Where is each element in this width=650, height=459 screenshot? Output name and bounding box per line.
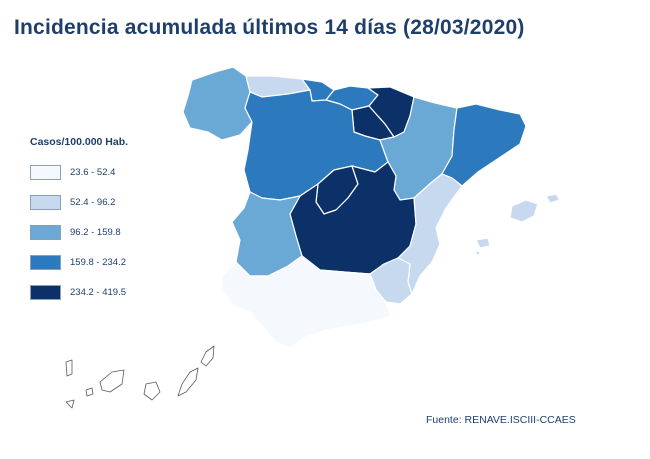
region-andalucia bbox=[221, 255, 391, 349]
legend-item: 234.2 - 419.5 bbox=[30, 283, 180, 301]
legend-label: 234.2 - 419.5 bbox=[70, 286, 126, 298]
legend-label: 159.8 - 234.2 bbox=[70, 256, 126, 268]
legend-item: 96.2 - 159.8 bbox=[30, 223, 180, 241]
legend-swatch bbox=[30, 194, 61, 210]
legend: Casos/100.000 Hab. 23.6 - 52.4 52.4 - 96… bbox=[30, 136, 180, 313]
region-lanzarote bbox=[200, 345, 215, 367]
region-fuerteventura bbox=[177, 367, 199, 397]
region-menorca bbox=[545, 193, 561, 204]
region-la-gomera bbox=[85, 387, 94, 397]
region-comunidad-valenciana bbox=[397, 173, 463, 295]
legend-item: 159.8 - 234.2 bbox=[30, 253, 180, 271]
region-mallorca bbox=[509, 199, 539, 223]
legend-swatch bbox=[30, 224, 61, 240]
region-galicia bbox=[182, 66, 253, 141]
region-gran-canaria bbox=[143, 381, 161, 401]
region-el-hierro bbox=[65, 399, 75, 409]
region-ibiza bbox=[475, 237, 491, 249]
legend-swatch bbox=[30, 284, 61, 300]
region-tenerife bbox=[99, 369, 125, 393]
region-la-palma bbox=[65, 359, 73, 377]
legend-item: 23.6 - 52.4 bbox=[30, 163, 180, 181]
legend-label: 96.2 - 159.8 bbox=[70, 226, 121, 238]
legend-item: 52.4 - 96.2 bbox=[30, 193, 180, 211]
legend-label: 23.6 - 52.4 bbox=[70, 166, 116, 178]
source-note: Fuente: RENAVE.ISCIII-CCAES bbox=[426, 414, 576, 426]
map-title: Incidencia acumulada últimos 14 días (28… bbox=[14, 16, 525, 39]
region-formentera bbox=[473, 250, 481, 257]
legend-swatch bbox=[30, 164, 61, 180]
region-cataluna bbox=[441, 103, 527, 187]
legend-title: Casos/100.000 Hab. bbox=[30, 136, 129, 148]
legend-swatch bbox=[30, 254, 61, 270]
legend-label: 52.4 - 96.2 bbox=[70, 196, 116, 208]
